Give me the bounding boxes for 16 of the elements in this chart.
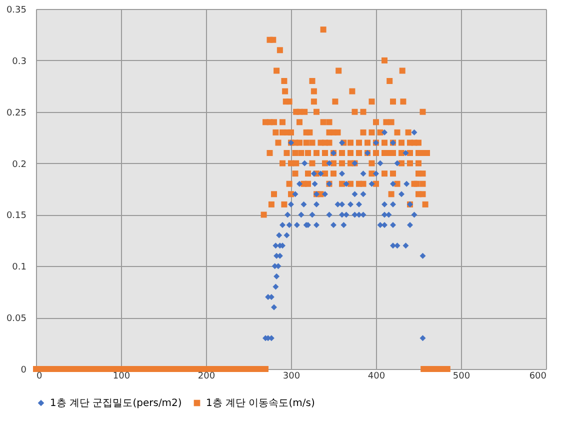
x-tick-label: 100 xyxy=(112,372,130,382)
x-tick-label: 600 xyxy=(529,372,547,382)
y-tick-label: 0.3 xyxy=(12,56,26,67)
y-tick-label: 0.1 xyxy=(12,262,26,273)
x-tick-label: 300 xyxy=(282,372,300,382)
y-tick-label: 0.05 xyxy=(6,314,26,324)
y-tick-label: 0.15 xyxy=(6,211,26,222)
y-tick-label: 0.2 xyxy=(12,160,26,170)
y-tick-label: 0.35 xyxy=(6,6,26,16)
legend-label: 1층 계단 군집밀도(pers/m2) xyxy=(50,398,182,409)
x-tick-label: 0 xyxy=(36,372,42,382)
x-tick-label: 500 xyxy=(452,372,470,382)
y-tick-label: 0.25 xyxy=(6,108,26,118)
x-tick-label: 400 xyxy=(368,372,386,382)
legend-label: 1층 계단 이동속도(m/s) xyxy=(206,398,315,409)
x-tick-label: 200 xyxy=(198,372,216,382)
